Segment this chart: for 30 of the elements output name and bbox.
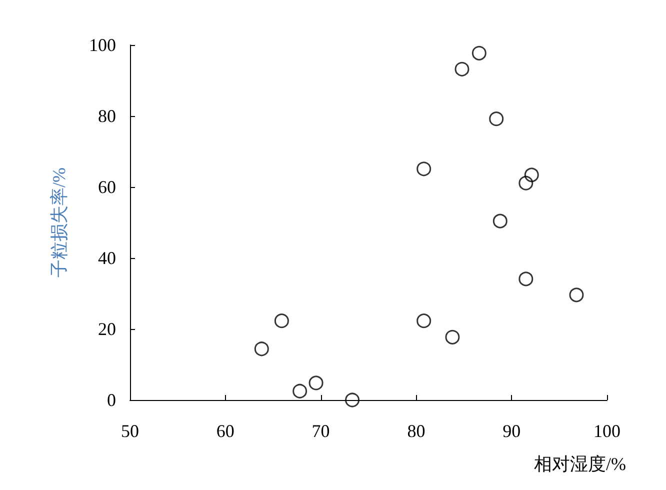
x-axis-title: 相对湿度/% [534, 454, 626, 474]
point [308, 376, 324, 390]
y-tick-label: 40 [98, 248, 116, 268]
y-tick-label: 0 [107, 390, 116, 410]
y-tick-label: 80 [98, 106, 116, 126]
x-tick-label: 60 [216, 421, 234, 441]
point [416, 314, 432, 328]
x-tick-label: 50 [121, 421, 139, 441]
y-tick-label: 60 [98, 177, 116, 197]
point [518, 176, 534, 190]
x-tick-label: 70 [312, 421, 330, 441]
point [292, 384, 308, 398]
point [274, 314, 289, 328]
point [416, 162, 432, 176]
x-tick-label: 80 [407, 421, 426, 441]
x-tick-label: 90 [502, 421, 521, 441]
point [454, 62, 470, 76]
point [489, 112, 504, 126]
y-tick-label: 100 [89, 35, 116, 55]
point [524, 168, 539, 182]
x-tick-label: 100 [594, 421, 620, 441]
point [254, 342, 269, 356]
point [345, 392, 360, 408]
point [472, 46, 486, 60]
point [492, 214, 508, 228]
point [569, 288, 584, 302]
y-axis-title: 子粒损失率/% [49, 168, 69, 278]
point [518, 272, 534, 286]
y-tick-label: 20 [98, 319, 116, 339]
point [445, 330, 460, 344]
